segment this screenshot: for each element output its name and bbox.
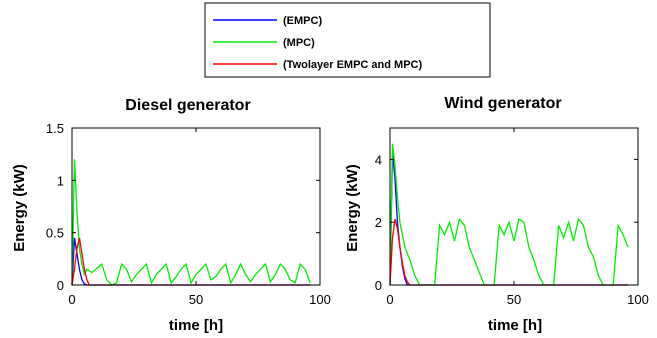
wind-y-tick-label: 4 (375, 152, 382, 167)
diesel-series-twolayer-empc-and-mpc (71, 237, 311, 286)
legend-label-twolayer: (Twolayer EMPC and MPC) (283, 59, 422, 71)
diesel-plot-title: Diesel generator (125, 97, 250, 114)
wind-x-tick-label: 50 (507, 292, 521, 307)
diesel-x-tick-label: 100 (309, 292, 331, 307)
diesel-y-tick-label: 0.5 (46, 226, 64, 241)
diesel-x-axis-label: time [h] (169, 317, 223, 334)
diesel-x-tick-label: 50 (189, 292, 203, 307)
diesel-series-empc (71, 237, 311, 286)
wind-plot-title: Wind generator (444, 95, 561, 112)
diesel-series-mpc (71, 159, 311, 286)
diesel-y-tick-label: 0 (57, 278, 64, 293)
diesel-x-tick-label: 0 (68, 292, 75, 307)
diesel-axes-frame (71, 127, 321, 286)
wind-series-twolayer-empc-and-mpc (389, 218, 629, 286)
legend: (EMPC) (MPC) (Twolayer EMPC and MPC) (204, 2, 491, 78)
wind-y-axis-label: Energy (kW) (344, 164, 361, 252)
wind-series-empc (389, 153, 629, 286)
diesel-y-tick-label: 1.5 (46, 121, 64, 136)
wind-x-tick-label: 0 (386, 292, 393, 307)
legend-label-empc: (EMPC) (283, 15, 322, 27)
wind-x-tick-label: 100 (627, 292, 649, 307)
wind-x-axis-label: time [h] (488, 317, 542, 334)
diesel-y-tick-label: 1 (57, 173, 64, 188)
diesel-y-axis-label: Energy (kW) (11, 164, 28, 252)
wind-generator-plot: Wind generator Energy (kW) time [h] 0 50 1… (344, 95, 649, 334)
wind-y-tick-label: 2 (375, 215, 382, 230)
legend-label-mpc: (MPC) (283, 37, 315, 49)
wind-series-mpc (389, 143, 629, 286)
diesel-generator-plot: Diesel generator Energy (kW) time [h] 0 5… (11, 97, 331, 334)
wind-y-tick-label: 0 (375, 278, 382, 293)
wind-axes-frame (389, 127, 639, 286)
